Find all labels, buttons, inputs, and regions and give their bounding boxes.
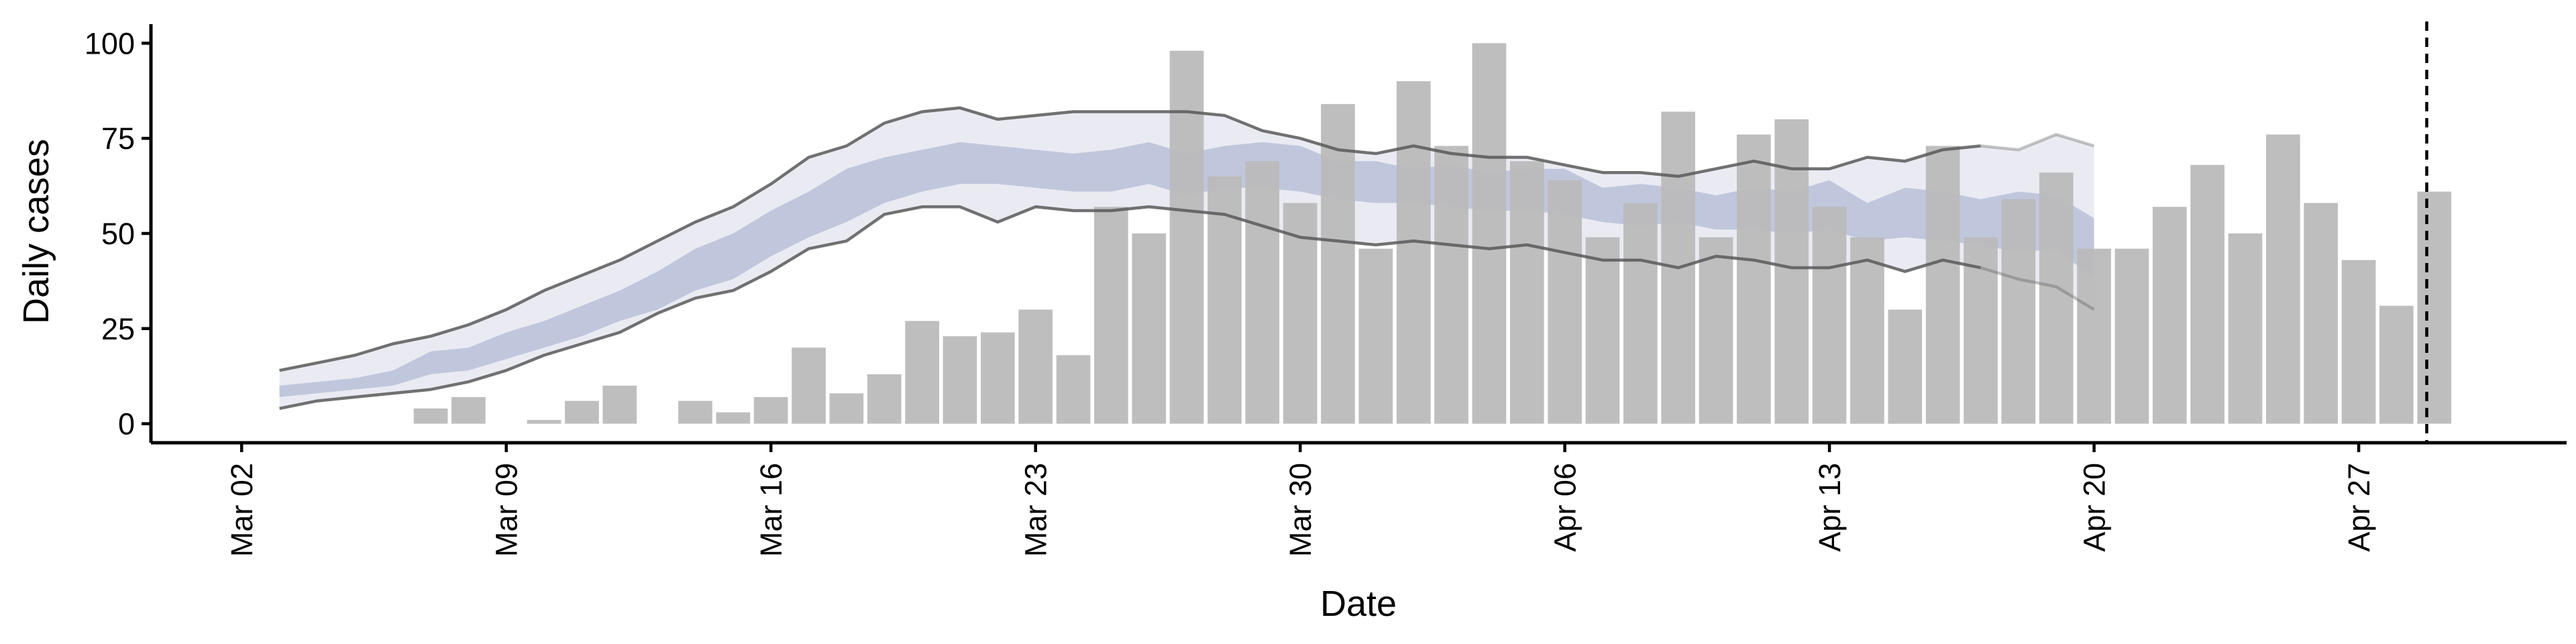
case-bar	[1509, 161, 1544, 424]
estimate-90-interval-band	[279, 107, 2094, 409]
y-tick-label: 75	[101, 121, 135, 156]
case-bar	[1850, 237, 1884, 424]
case-bar	[1056, 355, 1091, 424]
lower-bound-line	[279, 205, 1981, 411]
case-bar	[2341, 260, 2376, 424]
case-bar	[1094, 207, 1128, 424]
x-axis-ticks: Mar 02 Mar 09 Mar 16 Mar 23 Mar 30 Apr 06 Apr …	[225, 443, 2376, 557]
case-bar	[2114, 248, 2149, 424]
x-tick-label: Apr 06	[1548, 463, 1582, 552]
x-tick-label: Apr 13	[1813, 463, 1847, 552]
x-tick-label: Apr 27	[2342, 463, 2376, 552]
case-bar	[2039, 172, 2074, 424]
y-tick-label: 50	[101, 217, 135, 251]
case-bar	[1169, 50, 1204, 424]
x-tick-label: Mar 16	[754, 463, 788, 557]
case-bar	[1623, 203, 1658, 424]
case-bar	[1018, 309, 1053, 424]
case-bar	[981, 332, 1015, 424]
case-bar	[1321, 104, 1355, 424]
daily-case-bars	[413, 43, 2452, 424]
case-bar	[792, 347, 826, 424]
case-bar	[1132, 233, 1167, 424]
case-bar	[1548, 180, 1582, 424]
case-bar	[1812, 207, 1847, 424]
lower-bound-line-nowcast	[1980, 266, 2095, 311]
band-90-interval	[279, 107, 2094, 409]
case-bar	[867, 374, 902, 424]
x-tick-label: Mar 02	[225, 463, 259, 557]
case-bar	[2379, 305, 2414, 424]
case-bar	[565, 400, 599, 424]
case-bar	[413, 408, 448, 424]
case-bar	[1472, 43, 1507, 424]
case-bar	[1585, 237, 1620, 424]
x-axis-title: Date	[1320, 584, 1397, 624]
y-tick-label: 100	[85, 26, 135, 60]
case-bar	[602, 385, 637, 424]
case-bar	[2190, 164, 2224, 424]
case-bar	[829, 393, 864, 424]
case-bar	[1888, 309, 1923, 424]
y-axis-title: Daily cases	[16, 139, 56, 324]
case-bar	[1396, 81, 1431, 424]
case-bar	[753, 396, 788, 424]
y-tick-label: 25	[101, 312, 135, 346]
case-bar	[451, 396, 486, 424]
case-bar	[2228, 233, 2263, 424]
case-bar	[2304, 203, 2338, 424]
y-axis-ticks: 0 25 50 75 100	[85, 26, 151, 441]
case-bar	[1964, 237, 1998, 424]
case-bar	[1434, 146, 1468, 424]
y-tick-label: 0	[118, 407, 135, 441]
case-bar	[2077, 248, 2111, 424]
case-bar	[2417, 191, 2452, 424]
x-tick-label: Apr 20	[2078, 463, 2112, 552]
case-bar	[2266, 134, 2300, 424]
case-bar	[905, 321, 939, 424]
case-bar	[1925, 146, 1960, 424]
case-bar	[716, 412, 751, 424]
upper-bound-line-nowcast	[1980, 133, 2095, 152]
x-tick-label: Mar 23	[1019, 463, 1053, 557]
case-bar	[943, 336, 977, 424]
x-tick-label: Mar 30	[1283, 463, 1318, 557]
case-bar	[678, 400, 712, 424]
case-bar	[1358, 248, 1393, 424]
case-bar	[2152, 207, 2187, 424]
estimate-bound-lines	[279, 106, 2095, 411]
case-bar	[1699, 237, 1733, 424]
case-bar	[2001, 199, 2036, 424]
upper-bound-line	[279, 106, 1981, 372]
case-bar	[527, 420, 561, 424]
case-bar	[1245, 161, 1280, 424]
case-bar	[1737, 134, 1771, 424]
x-tick-label: Mar 09	[490, 463, 524, 557]
